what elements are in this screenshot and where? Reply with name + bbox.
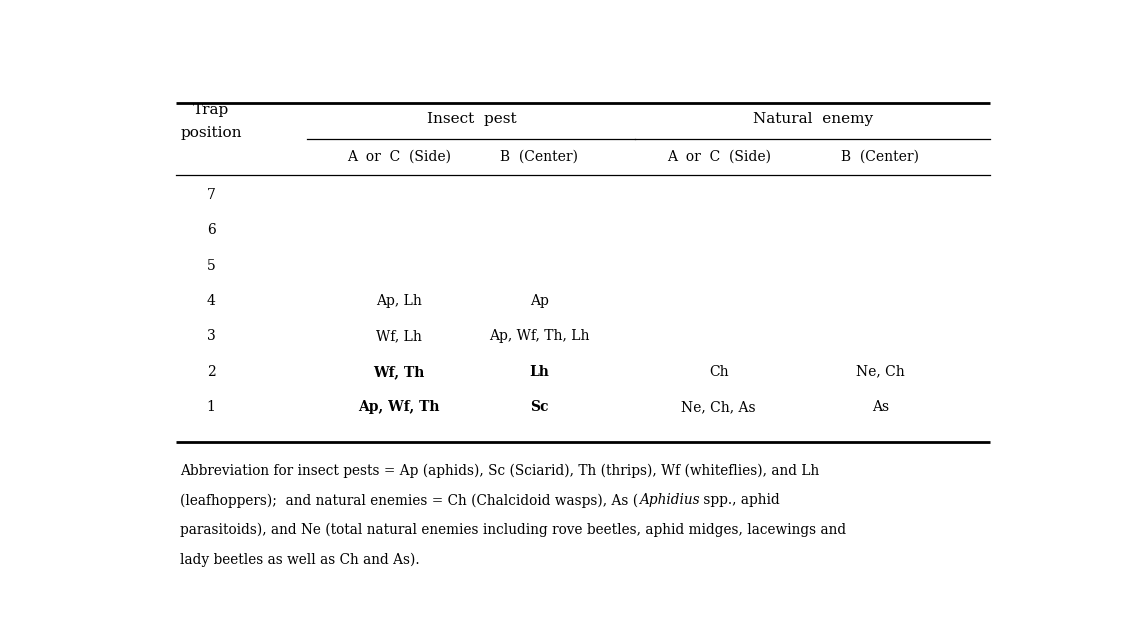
Text: Ap: Ap bbox=[530, 294, 549, 308]
Text: A  or  C  (Side): A or C (Side) bbox=[666, 150, 771, 164]
Text: 6: 6 bbox=[207, 224, 216, 238]
Text: Ch: Ch bbox=[709, 365, 728, 379]
Text: spp., aphid: spp., aphid bbox=[699, 493, 780, 507]
Text: Ap, Wf, Th, Lh: Ap, Wf, Th, Lh bbox=[489, 329, 589, 343]
Text: Wf, Lh: Wf, Lh bbox=[376, 329, 422, 343]
Text: Ne, Ch, As: Ne, Ch, As bbox=[681, 400, 756, 414]
Text: lady beetles as well as Ch and As).: lady beetles as well as Ch and As). bbox=[181, 552, 420, 566]
Text: Wf, Th: Wf, Th bbox=[374, 365, 425, 379]
Text: 1: 1 bbox=[207, 400, 216, 414]
Text: Lh: Lh bbox=[530, 365, 549, 379]
Text: 4: 4 bbox=[207, 294, 216, 308]
Text: A  or  C  (Side): A or C (Side) bbox=[348, 150, 452, 164]
Text: B  (Center): B (Center) bbox=[841, 150, 919, 164]
Text: Ap, Wf, Th: Ap, Wf, Th bbox=[359, 400, 440, 414]
Text: Aphidius: Aphidius bbox=[639, 493, 699, 507]
Text: Insect  pest: Insect pest bbox=[427, 112, 516, 126]
Text: parasitoids), and Ne (total natural enemies including rove beetles, aphid midges: parasitoids), and Ne (total natural enem… bbox=[181, 523, 847, 537]
Text: B  (Center): B (Center) bbox=[500, 150, 578, 164]
Text: 2: 2 bbox=[207, 365, 216, 379]
Text: Abbreviation for insect pests = Ap (aphids), Sc (Sciarid), Th (thrips), Wf (whit: Abbreviation for insect pests = Ap (aphi… bbox=[181, 464, 820, 478]
Text: Ap, Lh: Ap, Lh bbox=[376, 294, 422, 308]
Text: Trap
position: Trap position bbox=[181, 103, 242, 140]
Text: Sc: Sc bbox=[530, 400, 549, 414]
Text: 7: 7 bbox=[207, 188, 216, 202]
Text: Natural  enemy: Natural enemy bbox=[753, 112, 873, 126]
Text: 3: 3 bbox=[207, 329, 216, 343]
Text: 5: 5 bbox=[207, 259, 216, 273]
Text: (leafhoppers);  and natural enemies = Ch (Chalcidoid wasps), As (: (leafhoppers); and natural enemies = Ch … bbox=[181, 493, 639, 508]
Text: Ne, Ch: Ne, Ch bbox=[856, 365, 904, 379]
Text: As: As bbox=[872, 400, 889, 414]
